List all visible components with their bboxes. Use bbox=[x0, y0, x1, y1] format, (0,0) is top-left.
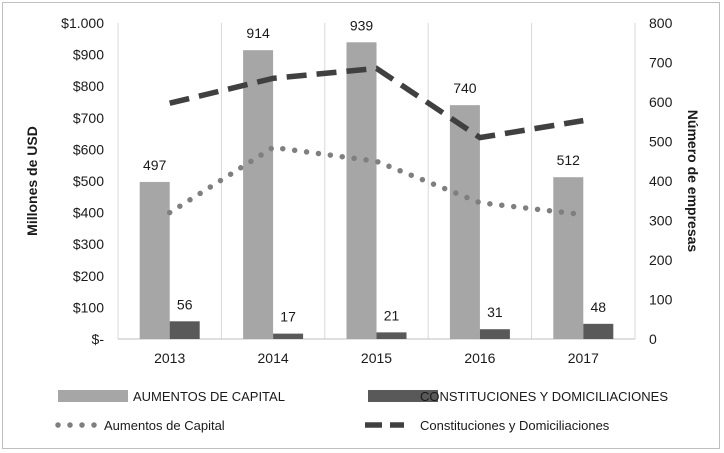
data-label: 17 bbox=[280, 309, 296, 325]
y2-tick-label: 500 bbox=[649, 134, 673, 150]
y-tick-label: $1.000 bbox=[61, 15, 104, 31]
y-tick-label: $400 bbox=[73, 205, 104, 221]
y-tick-label: $700 bbox=[73, 110, 104, 126]
y2-tick-label: 600 bbox=[649, 94, 673, 110]
y-tick-label: $800 bbox=[73, 78, 104, 94]
data-label: 21 bbox=[384, 307, 400, 323]
bar-aumentos bbox=[346, 42, 377, 339]
data-label: 740 bbox=[453, 80, 477, 96]
legend-label: AUMENTOS DE CAPITAL bbox=[133, 389, 285, 404]
bar-aumentos bbox=[243, 50, 274, 340]
data-label: 497 bbox=[143, 157, 167, 173]
legend-label: Aumentos de Capital bbox=[104, 418, 225, 433]
line-constituciones-y-domiciliaciones bbox=[169, 65, 584, 141]
legend-label: CONSTITUCIONES Y DOMICILIACIONES bbox=[420, 389, 668, 404]
legend-label: Constituciones y Domiciliaciones bbox=[420, 418, 610, 433]
y2-tick-label: 300 bbox=[649, 213, 673, 229]
y2-tick-label: 200 bbox=[649, 252, 673, 268]
y2-tick-label: 100 bbox=[649, 292, 673, 308]
data-label: 31 bbox=[487, 304, 503, 320]
y-tick-label: $200 bbox=[73, 268, 104, 284]
bar-constituciones bbox=[583, 323, 614, 339]
bar-constituciones bbox=[273, 333, 304, 339]
y-axis-title: Millones de USD bbox=[24, 126, 40, 236]
data-label: 914 bbox=[246, 25, 270, 41]
y-tick-label: $100 bbox=[73, 299, 104, 315]
x-tick-label: 2016 bbox=[464, 350, 495, 366]
y-tick-label: $600 bbox=[73, 141, 104, 157]
y-tick-label: $- bbox=[92, 331, 105, 347]
bar-constituciones bbox=[479, 329, 510, 339]
bar-constituciones bbox=[169, 321, 200, 339]
y2-axis-title: Número de empresas bbox=[685, 110, 701, 253]
y2-tick-label: 0 bbox=[649, 331, 657, 347]
bar-constituciones bbox=[376, 332, 407, 339]
line-aumentos-de-capital bbox=[166, 144, 587, 218]
chart-frame: $- $100 $200 $300 $400 $500 $600 $700 $800 $900 $1… bbox=[2, 2, 720, 449]
y2-tick-label: 400 bbox=[649, 173, 673, 189]
x-tick-label: 2017 bbox=[568, 350, 599, 366]
combo-chart: $- $100 $200 $300 $400 $500 $600 $700 $800 $900 $1… bbox=[24, 15, 701, 433]
y-tick-label: $500 bbox=[73, 173, 104, 189]
bar-aumentos bbox=[449, 105, 480, 339]
y-tick-label: $300 bbox=[73, 236, 104, 252]
y2-tick-label: 700 bbox=[649, 55, 673, 71]
y-tick-label: $900 bbox=[73, 47, 104, 63]
x-tick-label: 2013 bbox=[154, 350, 185, 366]
data-label: 512 bbox=[557, 152, 581, 168]
x-tick-label: 2015 bbox=[361, 350, 392, 366]
legend-swatch bbox=[368, 390, 438, 402]
data-label: 56 bbox=[177, 296, 193, 312]
y2-tick-label: 800 bbox=[649, 15, 673, 31]
legend-swatch bbox=[58, 390, 128, 402]
bar-aumentos bbox=[139, 181, 170, 339]
bar-aumentos bbox=[553, 177, 584, 339]
x-tick-label: 2014 bbox=[258, 350, 289, 366]
data-label: 939 bbox=[350, 17, 374, 33]
data-label: 48 bbox=[591, 299, 607, 315]
